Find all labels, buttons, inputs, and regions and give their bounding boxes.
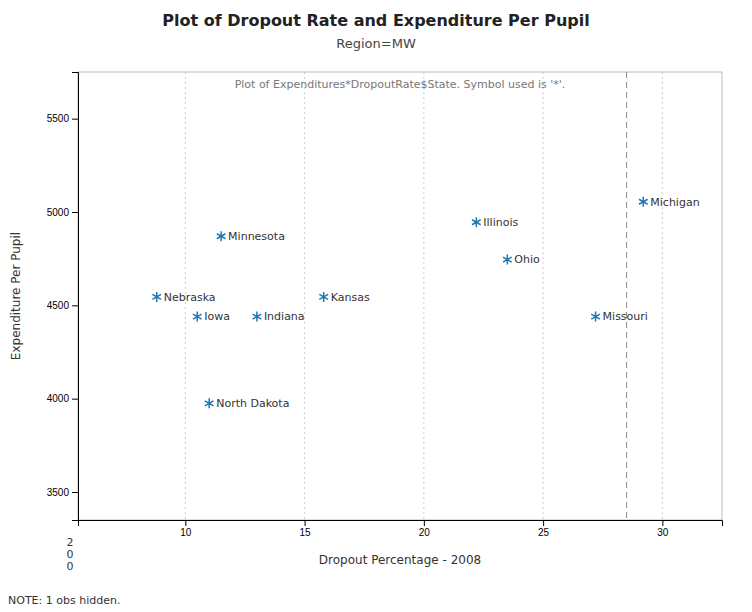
plot-frame <box>78 72 722 520</box>
point-labels: Michigan Illinois Minnesota Ohio Nebraska Kan… <box>164 196 700 411</box>
point <box>253 312 262 322</box>
tick: 3500 <box>47 487 78 498</box>
tick-mark <box>662 520 663 526</box>
axis-line <box>79 521 723 527</box>
tick-mark <box>185 520 186 526</box>
point <box>193 312 202 322</box>
tick: 10 <box>180 520 192 538</box>
point-label: Nebraska <box>164 291 216 304</box>
tick-label: 3500 <box>47 487 70 498</box>
point <box>205 398 214 408</box>
tick: 4000 <box>47 393 78 404</box>
point <box>591 312 600 322</box>
inner-title: Plot of Expenditures*DropoutRate$State. … <box>235 78 566 91</box>
point-label: Iowa <box>204 310 230 323</box>
point <box>503 255 512 265</box>
tick-mark <box>72 119 78 120</box>
tick: 5000 <box>47 207 78 218</box>
tick-label: 5000 <box>47 207 70 218</box>
tick-label: 4000 <box>47 393 70 404</box>
tick: 4500 <box>47 300 78 311</box>
point <box>152 292 161 302</box>
point <box>217 231 226 241</box>
tick-label: 30 <box>657 527 669 538</box>
tick-mark <box>72 399 78 400</box>
grid-line <box>662 72 663 520</box>
point-label: Illinois <box>483 216 518 229</box>
tick-mark <box>305 520 306 526</box>
point-label: Minnesota <box>228 230 285 243</box>
tick-label: 25 <box>538 527 550 538</box>
tick-label: 10 <box>180 527 192 538</box>
point <box>319 292 328 302</box>
plot: 10 15 20 25 30 5500 5000 4500 4000 3500 Michigan Il… <box>47 72 723 538</box>
title: Plot of Dropout Rate and Expenditure Per… <box>162 11 589 30</box>
point <box>639 197 648 207</box>
tick-mark <box>543 520 544 526</box>
point-label: Michigan <box>650 196 699 209</box>
subtitle: Region=MW <box>336 36 416 51</box>
grid-line <box>543 72 544 520</box>
point-label: Indiana <box>264 310 305 323</box>
tick-label: 20 <box>419 527 431 538</box>
tick: 20 <box>419 520 431 538</box>
marks <box>152 72 647 520</box>
tick-label: 15 <box>300 527 312 538</box>
grid-line <box>423 72 424 520</box>
annotation: 200 <box>67 536 74 573</box>
point-label: North Dakota <box>216 397 289 410</box>
tick-mark <box>72 305 78 306</box>
axis-line <box>72 73 79 521</box>
tick-label: 4500 <box>47 300 70 311</box>
x-axis-label: Dropout Percentage - 2008 <box>319 553 481 567</box>
y-axis-label: Expenditure Per Pupil <box>9 232 23 360</box>
tick-mark <box>72 212 78 213</box>
point-label: Ohio <box>514 253 540 266</box>
chart: Plot of Dropout Rate and Expenditure Per… <box>0 0 752 612</box>
tick-label: 5500 <box>47 113 70 124</box>
grid-line <box>304 72 305 520</box>
point-label: Kansas <box>331 291 370 304</box>
note: NOTE: 1 obs hidden. <box>8 594 120 607</box>
reference-line <box>626 72 627 520</box>
tick-mark <box>72 492 78 493</box>
x-grid <box>185 72 662 520</box>
tick-mark <box>424 520 425 526</box>
tick: 15 <box>300 520 312 538</box>
point <box>472 217 481 227</box>
point-label: Missouri <box>603 310 648 323</box>
y-axis: 5500 5000 4500 4000 3500 <box>47 73 79 521</box>
x-axis: 10 15 20 25 30 <box>79 520 723 538</box>
tick: 25 <box>538 520 550 538</box>
tick: 30 <box>657 520 669 538</box>
tick: 5500 <box>47 113 78 124</box>
